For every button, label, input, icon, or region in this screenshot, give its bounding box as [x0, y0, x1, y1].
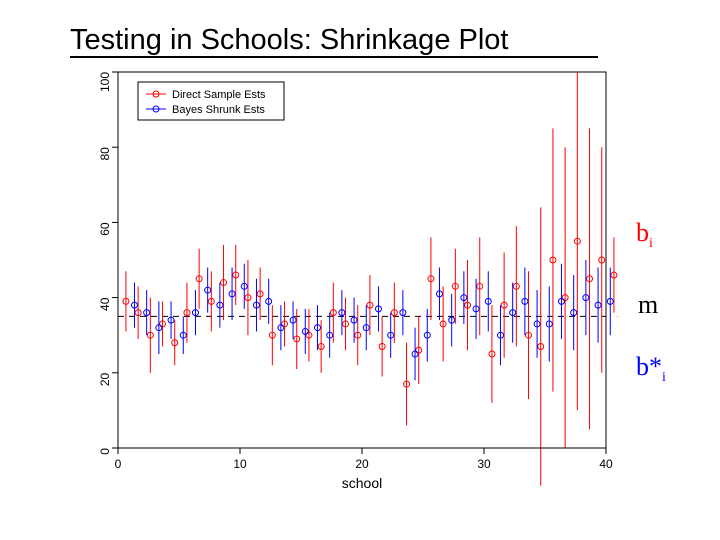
svg-text:40: 40: [98, 297, 112, 311]
annotation-bstari: b*i: [636, 352, 666, 386]
svg-text:20: 20: [98, 372, 112, 386]
shrinkage-plot: 0 10 20 30 40 0 20 40 60 80 100 school Direct Sample…: [58, 64, 618, 502]
svg-text:100: 100: [98, 72, 112, 92]
svg-text:60: 60: [98, 222, 112, 236]
svg-text:Direct Sample Ests: Direct Sample Ests: [172, 89, 266, 101]
svg-text:school: school: [342, 475, 382, 491]
svg-text:Bayes Shrunk Ests: Bayes Shrunk Ests: [172, 104, 265, 116]
svg-text:0: 0: [115, 457, 122, 471]
svg-text:80: 80: [98, 147, 112, 161]
svg-text:40: 40: [599, 457, 613, 471]
page-title: Testing in Schools: Shrinkage Plot: [70, 24, 598, 58]
annotation-mu: m: [638, 290, 658, 320]
svg-text:10: 10: [233, 457, 247, 471]
svg-text:20: 20: [355, 457, 369, 471]
svg-text:30: 30: [477, 457, 491, 471]
svg-text:0: 0: [98, 448, 112, 455]
annotation-bi: bi: [636, 218, 653, 252]
